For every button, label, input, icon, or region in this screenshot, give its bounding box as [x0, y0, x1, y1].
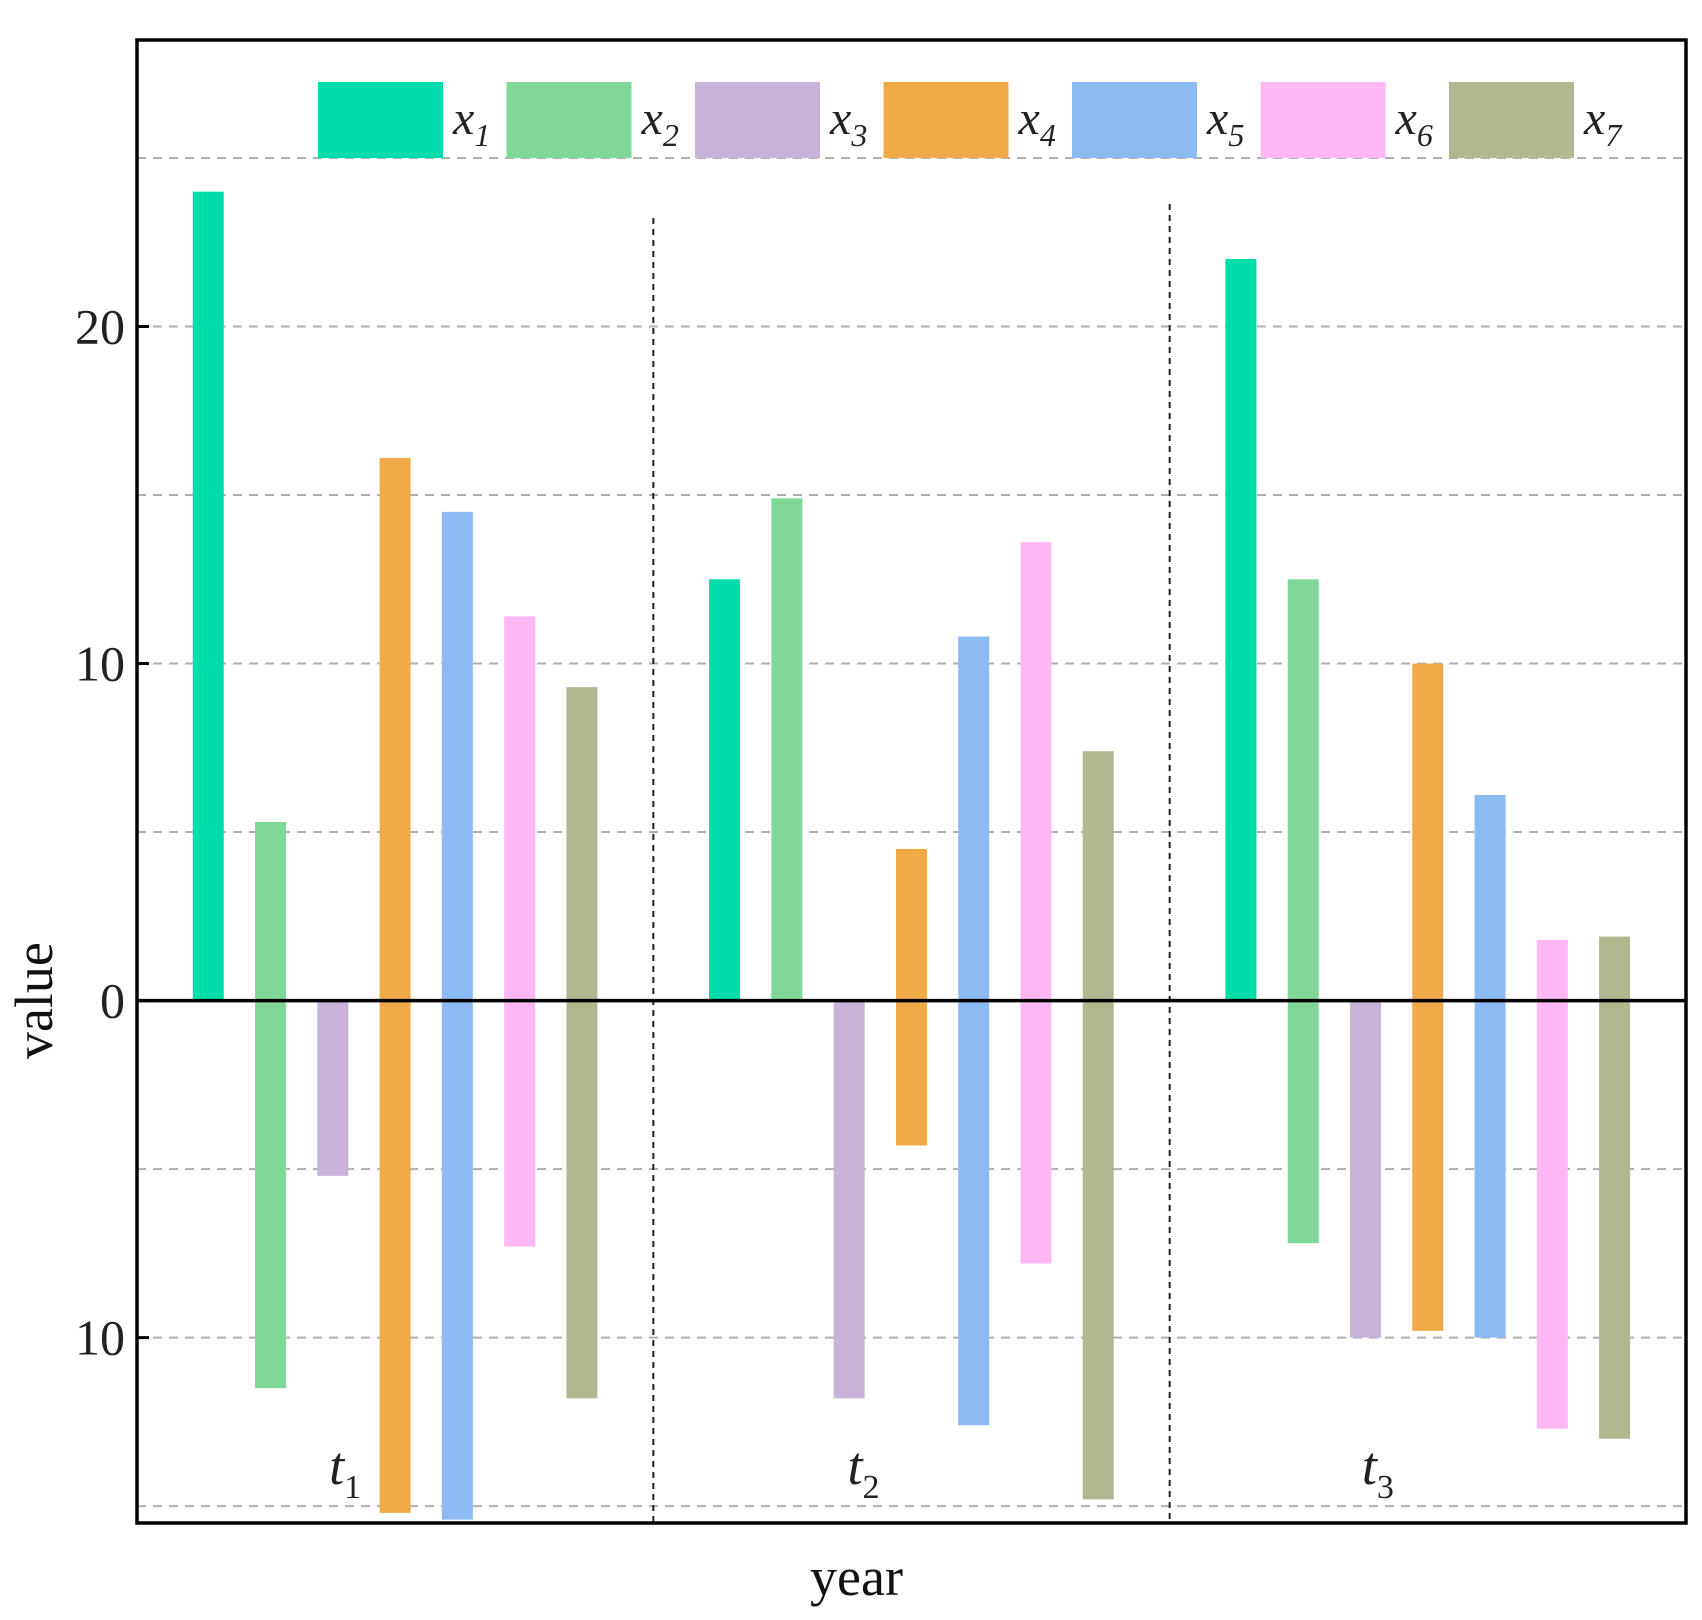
- bar-x5-g3: [1474, 794, 1506, 1338]
- bar-x7-g1: [566, 687, 598, 1399]
- group-label: t1: [329, 1436, 361, 1506]
- bar-x6-g3: [1536, 939, 1568, 1429]
- legend-label-x6: x6: [1395, 92, 1433, 153]
- legend-label-x4: x4: [1018, 92, 1056, 153]
- legend-label-x3: x3: [829, 92, 867, 153]
- group-label: t2: [847, 1436, 879, 1506]
- axes: [135, 38, 1688, 1525]
- bar-x1-g2: [709, 579, 741, 1001]
- y-tick-label: 0: [100, 973, 125, 1029]
- bar-x3-g1: [317, 1000, 349, 1176]
- legend-label-x2: x2: [641, 92, 679, 153]
- legend-swatch-x4: [883, 82, 1009, 158]
- x-axis-title: year: [810, 1547, 903, 1607]
- legend-swatch-x5: [1072, 82, 1197, 158]
- bar-x4-g3: [1412, 663, 1444, 1331]
- group-dividers: [652, 204, 1171, 1523]
- bar-x3-g2: [833, 1000, 865, 1399]
- bar-x7-g2: [1082, 751, 1114, 1500]
- y-axis-title: value: [4, 942, 64, 1059]
- y-tick-label: 20: [75, 298, 125, 354]
- legend-swatch-x3: [695, 82, 820, 158]
- bar-x6-g2: [1020, 542, 1052, 1264]
- legend-swatch-x6: [1260, 82, 1386, 158]
- group-label: t3: [1362, 1436, 1394, 1506]
- bar-x3-g3: [1349, 1000, 1381, 1338]
- bar-x6-g1: [504, 616, 536, 1247]
- legend: x1 x2 x3 x4 x5 x6 x7: [318, 82, 1623, 158]
- bar-x5-g2: [958, 636, 990, 1426]
- legend-label-x1: x1: [452, 92, 490, 153]
- legend-label-x7: x7: [1583, 92, 1623, 153]
- legend-label-x5: x5: [1206, 92, 1244, 153]
- legend-swatch-x2: [506, 82, 632, 158]
- y-tick-label: 10: [75, 1310, 125, 1366]
- bar-x4-g2: [895, 848, 927, 1146]
- bar-x2-g2: [771, 498, 803, 1001]
- y-tick-label: 10: [75, 636, 125, 692]
- grid-layer: [137, 156, 1686, 1508]
- bar-x5-g1: [441, 511, 473, 1520]
- legend-swatch-x7: [1449, 82, 1574, 158]
- bar-x1-g1: [192, 191, 224, 1001]
- bar-x1-g3: [1225, 259, 1257, 1001]
- bar-x4-g1: [379, 457, 411, 1513]
- bar-x2-g1: [255, 821, 287, 1389]
- bar-x7-g3: [1599, 936, 1631, 1439]
- legend-swatch-x1: [318, 82, 443, 158]
- bar-x2-g3: [1287, 579, 1319, 1244]
- plot-frame: [135, 38, 1688, 1525]
- labels: 20 10 0 10 value year t1 t2 t3: [4, 298, 1394, 1607]
- bars: [192, 191, 1631, 1520]
